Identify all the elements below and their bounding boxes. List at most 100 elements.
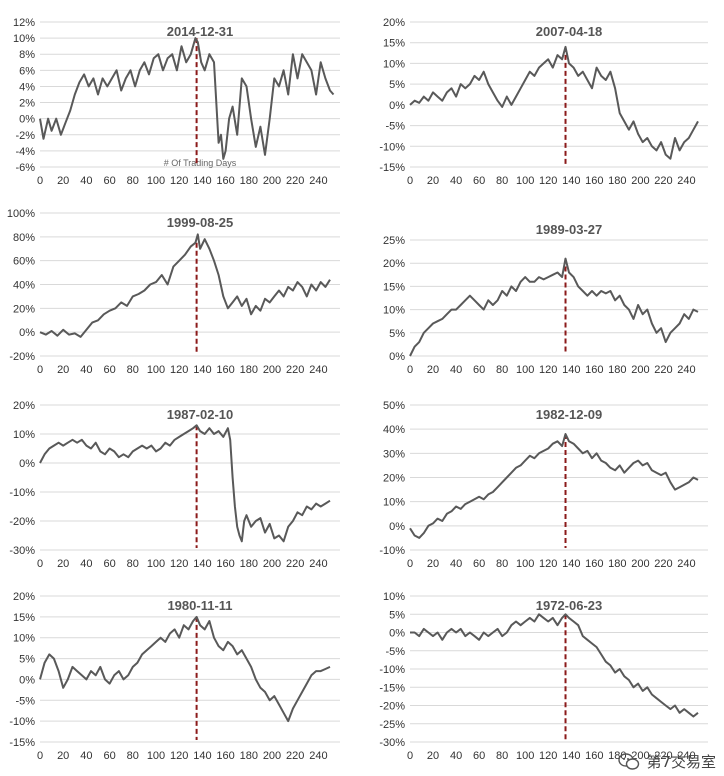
y-tick-label: 5%: [19, 654, 35, 666]
x-tick-label: 240: [309, 750, 327, 762]
x-tick-label: 100: [147, 175, 165, 187]
x-tick-label: 80: [496, 558, 508, 570]
x-tick-label: 200: [263, 558, 281, 570]
x-tick-label: 160: [216, 364, 234, 376]
chart-panel-2: -15% -10% -5% 0% 5% 10% 15% 20% 0 20 40 60 80 100 120 1…: [379, 17, 708, 187]
x-tick-label: 140: [193, 175, 211, 187]
y-tick-label: 0%: [389, 351, 405, 363]
x-tick-label: 80: [496, 364, 508, 376]
x-tick-label: 180: [240, 364, 258, 376]
x-tick-label: 200: [631, 364, 649, 376]
x-tick-label: 100: [147, 750, 165, 762]
x-tick-label: 160: [216, 750, 234, 762]
y-tick-label: 10%: [383, 305, 405, 317]
series-line: [39, 424, 331, 543]
y-tick-label: 0%: [19, 458, 35, 470]
x-tick-label: 160: [585, 364, 603, 376]
x-tick-label: 60: [103, 364, 115, 376]
y-tick-label: 2%: [19, 98, 35, 110]
x-tick-label: 120: [539, 750, 557, 762]
y-tick-label: 50%: [383, 400, 405, 412]
y-tick-label: -10%: [379, 545, 405, 557]
y-tick-label: 12%: [13, 17, 35, 29]
chart-title: 2007-04-18: [536, 24, 603, 39]
y-tick-label: 10%: [13, 429, 35, 441]
y-tick-label: -30%: [379, 737, 405, 749]
x-tick-label: 40: [80, 558, 92, 570]
watermark-text: 第7交易室: [646, 753, 716, 771]
x-tick-label: 180: [240, 558, 258, 570]
x-tick-label: 180: [608, 175, 626, 187]
x-tick-label: 200: [263, 750, 281, 762]
x-tick-label: 140: [562, 175, 580, 187]
x-tick-label: 20: [427, 364, 439, 376]
x-tick-label: 160: [585, 175, 603, 187]
x-tick-label: 80: [127, 750, 139, 762]
x-tick-label: 240: [677, 558, 695, 570]
x-tick-label: 0: [407, 558, 413, 570]
x-tick-label: 0: [37, 750, 43, 762]
y-tick-label: -5%: [385, 646, 405, 658]
y-tick-label: 40%: [13, 280, 35, 292]
x-tick-label: 100: [516, 175, 534, 187]
x-tick-label: 20: [427, 558, 439, 570]
x-tick-label: 60: [473, 175, 485, 187]
chart-title: 1982-12-09: [536, 407, 603, 422]
y-tick-label: 20%: [383, 17, 405, 29]
x-tick-label: 120: [170, 558, 188, 570]
x-tick-label: 20: [427, 750, 439, 762]
x-tick-label: 0: [37, 364, 43, 376]
x-tick-label: 160: [216, 175, 234, 187]
chart-title: 1989-03-27: [536, 222, 603, 237]
x-tick-label: 220: [654, 558, 672, 570]
x-tick-label: 0: [407, 175, 413, 187]
y-tick-label: 10%: [383, 591, 405, 603]
y-tick-label: 30%: [383, 448, 405, 460]
x-tick-label: 100: [516, 750, 534, 762]
series-line: [409, 257, 699, 357]
y-tick-label: 15%: [13, 612, 35, 624]
chart-title: 2014-12-31: [167, 24, 234, 39]
y-tick-label: 0%: [389, 521, 405, 533]
y-tick-label: -20%: [9, 516, 35, 528]
chart-panel-3: -20% 0% 20% 40% 60% 80% 100% 0 20 40 60 80 100 120 140…: [7, 208, 340, 376]
y-tick-label: -10%: [9, 487, 35, 499]
chart-title: 1972-06-23: [536, 598, 603, 613]
x-tick-label: 80: [127, 558, 139, 570]
x-tick-label: 0: [37, 558, 43, 570]
x-tick-label: 200: [263, 364, 281, 376]
watermark: 第7交易室: [618, 751, 716, 772]
x-tick-label: 220: [654, 175, 672, 187]
y-tick-label: 10%: [383, 58, 405, 70]
y-tick-label: 4%: [19, 81, 35, 93]
x-tick-label: 240: [677, 750, 695, 762]
y-tick-label: 0%: [19, 674, 35, 686]
x-tick-label: 40: [450, 750, 462, 762]
x-tick-label: 220: [654, 750, 672, 762]
x-tick-label: 60: [473, 750, 485, 762]
x-tick-label: 80: [127, 364, 139, 376]
x-tick-label: 240: [309, 558, 327, 570]
chart-panel-5: -30% -20% -10% 0% 10% 20% 0 20 40 60 80 100 120 140 16…: [9, 400, 340, 570]
x-tick-label: 40: [450, 175, 462, 187]
x-tick-label: 140: [562, 558, 580, 570]
x-tick-label: 20: [57, 558, 69, 570]
x-tick-label: 140: [193, 558, 211, 570]
y-tick-label: -10%: [379, 664, 405, 676]
y-tick-label: 5%: [389, 79, 405, 91]
series-line: [409, 433, 699, 539]
series-line: [39, 615, 331, 723]
chart-title: 1987-02-10: [167, 407, 234, 422]
y-tick-label: 0%: [389, 100, 405, 112]
x-tick-label: 40: [450, 558, 462, 570]
series-line: [39, 37, 335, 160]
x-tick-label: 200: [263, 175, 281, 187]
x-tick-label: 140: [193, 364, 211, 376]
chart-panel-6: -10% 0% 10% 20% 30% 40% 50% 0 20 40 60 80 100 120 140 1…: [379, 400, 708, 570]
y-tick-label: 20%: [383, 258, 405, 270]
y-tick-label: 100%: [7, 208, 35, 220]
x-tick-label: 100: [516, 558, 534, 570]
x-tick-label: 140: [562, 364, 580, 376]
y-tick-label: 0%: [389, 628, 405, 640]
x-tick-label: 40: [80, 175, 92, 187]
